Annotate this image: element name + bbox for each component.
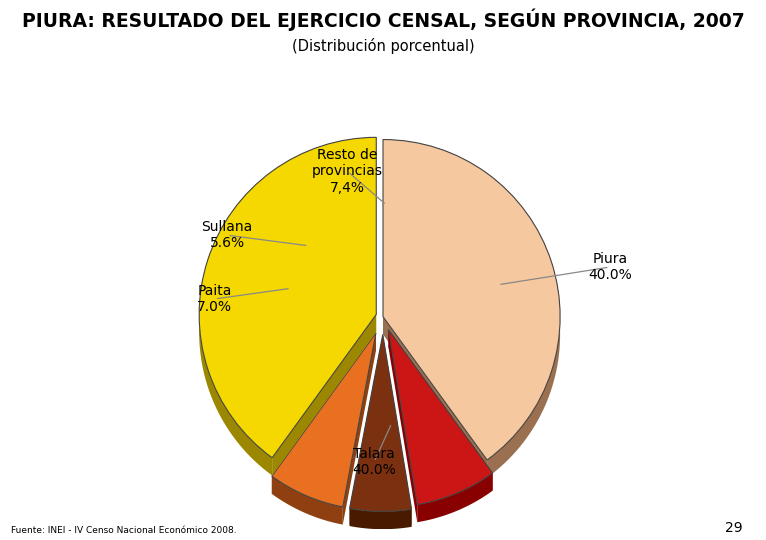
Polygon shape: [417, 473, 493, 522]
Wedge shape: [349, 334, 411, 511]
Text: PIURA: RESULTADO DEL EJERCICIO CENSAL, SEGÚN PROVINCIA, 2007: PIURA: RESULTADO DEL EJERCICIO CENSAL, S…: [21, 8, 745, 31]
Text: (Distribución porcentual): (Distribución porcentual): [292, 38, 474, 54]
Text: 29: 29: [725, 521, 743, 535]
Text: Fuente: INEI - IV Censo Nacional Económico 2008.: Fuente: INEI - IV Censo Nacional Económi…: [11, 525, 237, 535]
Polygon shape: [383, 334, 411, 527]
Text: Sullana
5.6%: Sullana 5.6%: [201, 220, 253, 250]
Wedge shape: [388, 330, 493, 504]
Polygon shape: [342, 333, 376, 524]
Wedge shape: [272, 333, 376, 507]
Polygon shape: [388, 330, 417, 522]
Text: Talara
40.0%: Talara 40.0%: [352, 447, 396, 477]
Polygon shape: [349, 334, 383, 526]
Polygon shape: [272, 333, 376, 494]
Wedge shape: [383, 139, 560, 460]
Polygon shape: [349, 508, 411, 529]
Text: Paita
7.0%: Paita 7.0%: [197, 284, 232, 314]
Polygon shape: [383, 316, 487, 478]
Polygon shape: [199, 137, 376, 476]
Text: Resto de
provincias
7,4%: Resto de provincias 7,4%: [312, 148, 383, 194]
Polygon shape: [388, 330, 493, 491]
Polygon shape: [272, 314, 376, 476]
Wedge shape: [199, 137, 376, 458]
Polygon shape: [383, 139, 560, 478]
Text: Piura
40.0%: Piura 40.0%: [588, 252, 632, 282]
Polygon shape: [272, 476, 342, 524]
